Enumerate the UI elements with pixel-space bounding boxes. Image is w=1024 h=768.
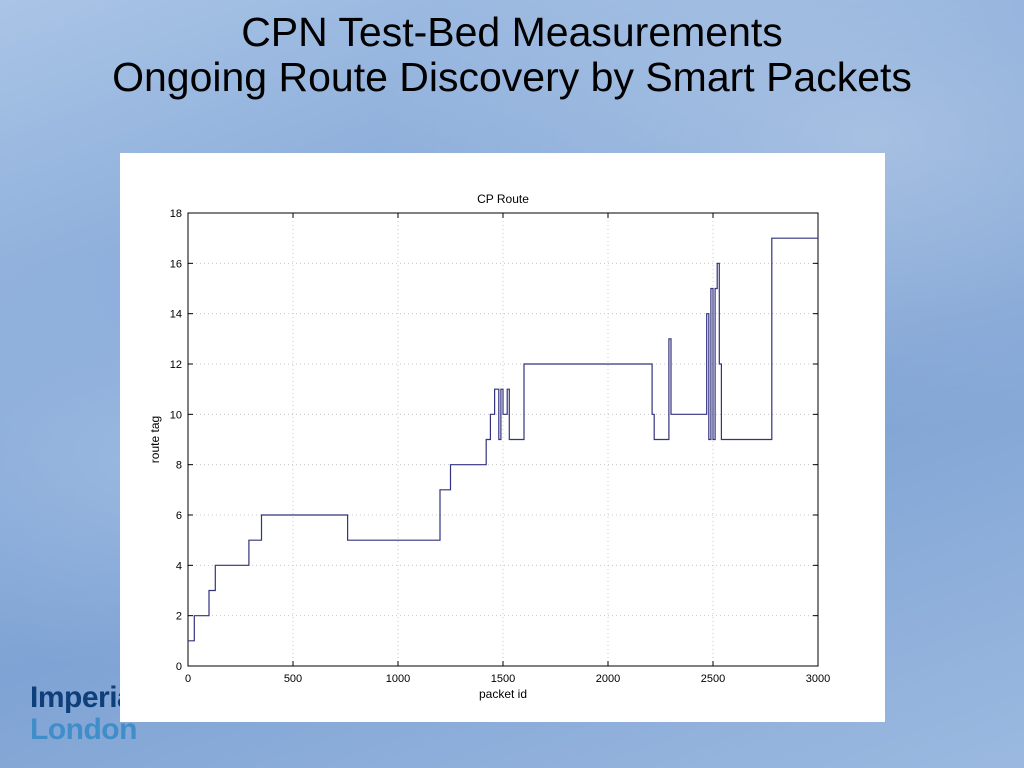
imperial-london-logo: Imperia London — [30, 682, 137, 746]
slide-title: CPN Test-Bed Measurements Ongoing Route … — [0, 10, 1024, 100]
chart-title: CP Route — [477, 192, 529, 206]
series-line-route — [188, 237, 818, 642]
chart-panel: 0 500 1000 1500 2000 2500 3000 0 2 4 6 8 10 12 14 16 18 C… — [120, 153, 885, 722]
y-tick-label: 12 — [170, 359, 182, 371]
x-tick-label: 2500 — [701, 673, 725, 685]
slide-title-line-1: CPN Test-Bed Measurements — [241, 9, 783, 55]
logo-line-2: London — [30, 713, 137, 746]
y-tick-label: 4 — [176, 560, 182, 572]
x-tick-label: 2000 — [596, 673, 620, 685]
y-tick-label: 2 — [176, 611, 182, 623]
x-tick-label: 500 — [284, 673, 302, 685]
y-tick-label: 8 — [176, 460, 182, 472]
x-tick-label: 1000 — [386, 673, 410, 685]
slide-title-line-2: Ongoing Route Discovery by Smart Packets — [112, 54, 912, 100]
y-tick-label: 18 — [170, 208, 182, 220]
y-tick-label: 16 — [170, 258, 182, 270]
y-tick-label: 0 — [176, 661, 182, 673]
x-tick-label: 3000 — [806, 673, 830, 685]
y-tick-label: 14 — [170, 309, 182, 321]
route-chart: 0 500 1000 1500 2000 2500 3000 0 2 4 6 8 10 12 14 16 18 C… — [148, 192, 830, 701]
x-tick-label: 1500 — [491, 673, 515, 685]
x-axis-label: packet id — [479, 687, 527, 701]
y-axis-label: route tag — [148, 416, 162, 463]
y-tick-label: 6 — [176, 510, 182, 522]
logo-line-1: Imperia — [30, 681, 134, 714]
y-tick-label: 10 — [170, 409, 182, 421]
x-tick-label: 0 — [185, 673, 191, 685]
